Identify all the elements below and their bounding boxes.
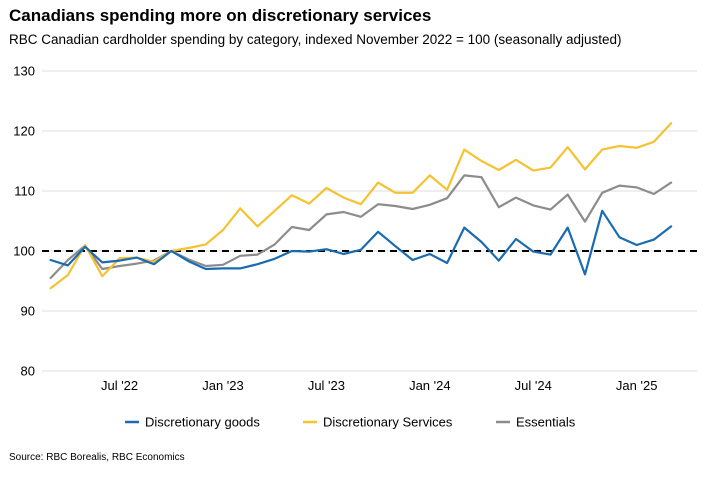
y-tick-label: 100 <box>13 244 35 259</box>
legend: Discretionary goods Discretionary Service… <box>125 415 576 430</box>
x-tick-label: Jan '24 <box>409 378 451 393</box>
x-tick-label: Jul '23 <box>308 378 345 393</box>
legend-item: Discretionary goods <box>125 415 260 430</box>
y-tick-label: 90 <box>21 304 35 319</box>
y-tick-label: 80 <box>21 364 35 379</box>
source-note: Source: RBC Borealis, RBC Economics <box>9 452 185 463</box>
chart-title: Canadians spending more on discretionary… <box>9 6 432 25</box>
legend-item: Essentials <box>496 415 576 430</box>
legend-label: Essentials <box>516 415 576 430</box>
chart-subtitle: RBC Canadian cardholder spending by cate… <box>9 32 622 47</box>
x-tick-label: Jan '23 <box>202 378 244 393</box>
y-tick-label: 120 <box>13 124 35 139</box>
series-line-discretionary-goods <box>49 209 673 276</box>
y-tick-label: 110 <box>14 184 35 199</box>
series-line-discretionary-services <box>49 122 673 290</box>
y-tick-label: 130 <box>13 64 35 79</box>
x-tick-label: Jul '24 <box>515 378 552 393</box>
legend-label: Discretionary Services <box>323 415 453 430</box>
y-axis-ticks: 80 90 100 110 120 130 <box>13 64 35 379</box>
series-lines <box>49 122 673 290</box>
x-axis-ticks: Jul '22 Jan '23 Jul '23 Jan '24 Jul '24 Jan '… <box>101 378 657 393</box>
x-tick-label: Jan '25 <box>616 378 658 393</box>
x-tick-label: Jul '22 <box>101 378 138 393</box>
legend-item: Discretionary Services <box>303 415 453 430</box>
legend-label: Discretionary goods <box>145 415 260 430</box>
